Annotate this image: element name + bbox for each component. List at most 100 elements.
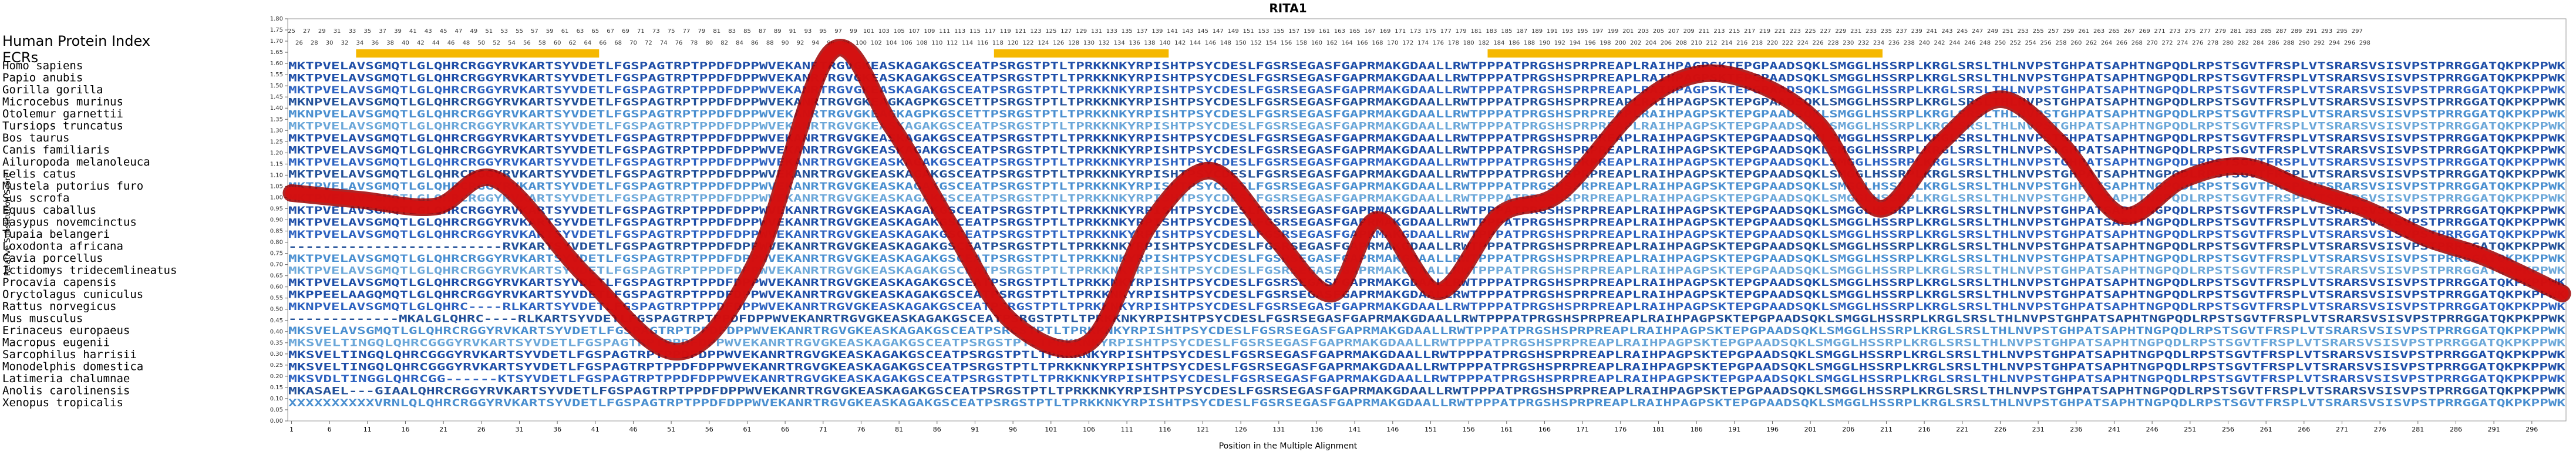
human-index-number: 82 <box>720 40 728 46</box>
human-index-number: 161 <box>1319 28 1330 35</box>
x-tick-label: 271 <box>2336 426 2348 433</box>
human-index-number: 243 <box>1941 28 1952 35</box>
score-curve <box>285 41 2569 359</box>
species-name: Mustela putorius furo <box>2 180 143 193</box>
x-tick-label: 141 <box>1349 426 1361 433</box>
human-index-number: 203 <box>1638 28 1649 35</box>
y-tick-label: 1.65 <box>270 49 283 56</box>
human-index-number: 136 <box>1129 40 1140 46</box>
ecr-bar <box>994 49 1169 58</box>
human-index-number: 48 <box>463 40 470 46</box>
human-index-number: 68 <box>614 40 622 46</box>
x-tick-label: 1 <box>289 426 294 433</box>
human-index-number: 242 <box>1934 40 1945 46</box>
sequence-row: -------------------------RVKARTSYVDETLFG… <box>288 241 2566 253</box>
human-index-number: 175 <box>1425 28 1436 35</box>
y-tick-label: 1.60 <box>270 60 283 67</box>
human-index-number: 223 <box>1790 28 1801 35</box>
human-index-number: 180 <box>1463 40 1474 46</box>
human-index-number: 259 <box>2063 28 2074 35</box>
human-index-number: 238 <box>1904 40 1915 46</box>
human-index-number: 184 <box>1493 40 1504 46</box>
human-index-number: 97 <box>834 28 842 35</box>
human-index-number: 113 <box>954 28 965 35</box>
x-tick-label: 226 <box>1994 426 2006 433</box>
human-index-number: 216 <box>1736 40 1747 46</box>
human-index-number: 177 <box>1440 28 1452 35</box>
human-index-number: 295 <box>2336 28 2348 35</box>
human-index-number: 226 <box>1813 40 1824 46</box>
species-name: Tursiops truncatus <box>2 120 123 133</box>
species-name: Sus scrofa <box>2 192 69 205</box>
human-index-number: 191 <box>1547 28 1558 35</box>
human-index-number: 268 <box>2131 40 2143 46</box>
human-index-number: 193 <box>1562 28 1573 35</box>
ecr-bar <box>356 49 600 58</box>
ecr-bar <box>1487 49 1883 58</box>
human-index-number: 215 <box>1729 28 1740 35</box>
sequence-row: MKSVELTINGQLQHRCGGGYRVKARTSYVDETLFGSPAGT… <box>288 338 2566 349</box>
human-index-number: 208 <box>1676 40 1687 46</box>
human-index-number: 114 <box>962 40 973 46</box>
x-tick-label: 206 <box>1842 426 1854 433</box>
human-index-number: 27 <box>303 28 311 35</box>
human-index-number: 119 <box>1000 28 1011 35</box>
human-index-number: 255 <box>2033 28 2044 35</box>
human-index-number: 41 <box>409 28 417 35</box>
human-index-number: 194 <box>1570 40 1581 46</box>
human-index-number: 206 <box>1661 40 1672 46</box>
sequence-row: MKNPVELAVSGMQTLGLQHRCRGGYRVKARTSYVDETLFG… <box>288 97 2566 109</box>
human-index-number: 164 <box>1342 40 1353 46</box>
x-tick-label: 91 <box>971 426 979 433</box>
y-tick-label: 0.90 <box>270 217 283 224</box>
x-tick-label: 216 <box>1918 426 1931 433</box>
human-index-number: 281 <box>2230 28 2241 35</box>
human-index-number: 35 <box>363 28 371 35</box>
x-tick-label: 106 <box>1083 426 1095 433</box>
human-index-number: 267 <box>2124 28 2135 35</box>
human-index-number: 297 <box>2352 28 2363 35</box>
human-index-number: 83 <box>728 28 736 35</box>
species-name: Sarcophilus harrisii <box>2 348 137 361</box>
human-index-number: 283 <box>2245 28 2257 35</box>
human-index-number: 93 <box>804 28 812 35</box>
human-index-number: 148 <box>1220 40 1231 46</box>
human-index-number: 199 <box>1607 28 1618 35</box>
human-index-number: 192 <box>1554 40 1565 46</box>
human-index-number: 81 <box>713 28 720 35</box>
x-tick-label: 286 <box>2450 426 2462 433</box>
x-tick-label: 176 <box>1614 426 1627 433</box>
human-index-number: 222 <box>1782 40 1793 46</box>
human-index-number: 171 <box>1395 28 1406 35</box>
human-index-number: 140 <box>1159 40 1170 46</box>
x-tick-label: 101 <box>1045 426 1057 433</box>
human-index-number: 287 <box>2275 28 2287 35</box>
human-index-number: 28 <box>311 40 318 46</box>
human-index-number: 248 <box>1979 40 1991 46</box>
human-index-number: 100 <box>856 40 867 46</box>
human-index-number: 80 <box>705 40 713 46</box>
x-tick-label: 136 <box>1311 426 1323 433</box>
human-index-number: 273 <box>2169 28 2180 35</box>
species-name: Xenopus tropicalis <box>2 396 123 409</box>
human-index-number: 260 <box>2070 40 2082 46</box>
y-tick-label: 1.75 <box>270 27 283 33</box>
human-index-number: 158 <box>1296 40 1307 46</box>
human-index-number: 173 <box>1410 28 1421 35</box>
human-index-number: 90 <box>782 40 789 46</box>
human-index-number: 253 <box>2018 28 2029 35</box>
x-tick-label: 81 <box>895 426 903 433</box>
human-index-number: 210 <box>1691 40 1702 46</box>
human-index-number: 174 <box>1417 40 1429 46</box>
human-index-number: 221 <box>1774 28 1786 35</box>
species-name: Ailuropoda melanoleuca <box>2 156 150 168</box>
human-index-number: 52 <box>493 40 500 46</box>
human-index-number: 291 <box>2306 28 2317 35</box>
human-index-number: 26 <box>295 40 303 46</box>
human-index-number: 62 <box>569 40 577 46</box>
y-tick-label: 1.35 <box>270 116 283 123</box>
human-index-number: 250 <box>1995 40 2006 46</box>
y-tick-label: 1.55 <box>270 72 283 78</box>
human-index-number: 276 <box>2192 40 2203 46</box>
human-index-number: 57 <box>531 28 538 35</box>
